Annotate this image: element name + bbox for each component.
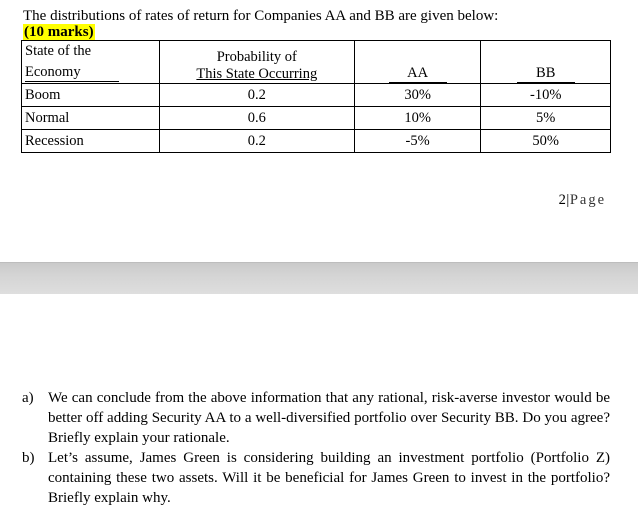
- header-bb: BB: [480, 40, 611, 84]
- table-row: Boom 0.2 30% -10%: [21, 83, 611, 107]
- cell-state: Recession: [21, 129, 160, 153]
- question-b: b) Let’s assume, James Green is consider…: [22, 448, 610, 508]
- page-number: 2|Page: [559, 192, 606, 209]
- header-prob-line1: Probability of: [216, 49, 297, 65]
- cell-state: Normal: [21, 106, 160, 130]
- header-state-line1: State of the: [25, 43, 92, 59]
- question-list: a) We can conclude from the above inform…: [22, 388, 610, 508]
- cell-prob: 0.6: [158, 106, 355, 130]
- header-state-line2: Economy: [25, 63, 119, 82]
- header-probability: Probability of This State Occurring: [158, 40, 355, 84]
- cell-state: Boom: [21, 83, 160, 107]
- question-label: a): [22, 390, 34, 406]
- header-state: State of the Economy: [21, 40, 160, 84]
- cell-bb: -10%: [480, 83, 611, 107]
- cell-bb: 5%: [480, 106, 611, 130]
- document-page-1: The distributions of rates of return for…: [21, 8, 611, 209]
- page-number-label: Page: [569, 192, 606, 208]
- header-aa-label: AA: [388, 64, 447, 83]
- returns-distribution-table: State of the Economy Probability of This…: [21, 40, 611, 153]
- intro-text: The distributions of rates of return for…: [23, 8, 499, 24]
- cell-prob: 0.2: [158, 83, 355, 107]
- cell-aa: -5%: [353, 129, 482, 153]
- header-bb-label: BB: [516, 64, 575, 83]
- question-text: Let’s assume, James Green is considering…: [48, 450, 610, 506]
- cell-bb: 50%: [480, 129, 611, 153]
- table-row: Normal 0.6 10% 5%: [21, 106, 611, 130]
- page-number-separator: |: [566, 192, 570, 208]
- page-divider: [0, 262, 638, 263]
- cell-aa: 10%: [353, 106, 482, 130]
- cell-prob: 0.2: [158, 129, 355, 153]
- page-number-value: 2: [558, 192, 567, 208]
- page-gap: [0, 262, 638, 294]
- header-prob-line2: This State Occurring: [196, 66, 318, 82]
- question-label: b): [22, 450, 35, 466]
- header-aa: AA: [353, 40, 482, 84]
- cell-aa: 30%: [353, 83, 482, 107]
- table-row: Recession 0.2 -5% 50%: [21, 129, 611, 153]
- document-page-2: a) We can conclude from the above inform…: [0, 294, 638, 518]
- question-a: a) We can conclude from the above inform…: [22, 388, 610, 448]
- question-text: We can conclude from the above informati…: [48, 390, 610, 446]
- marks-highlight: (10 marks): [23, 24, 95, 40]
- table-header-row: State of the Economy Probability of This…: [21, 40, 611, 84]
